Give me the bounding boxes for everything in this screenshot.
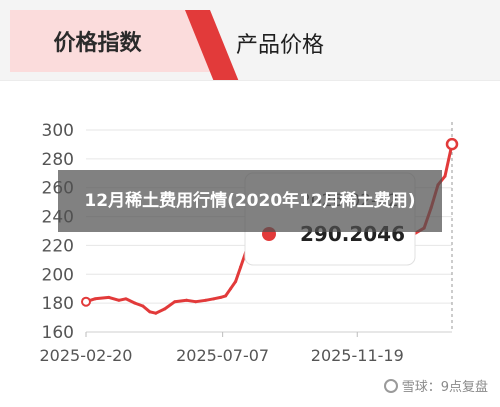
watermark-text: 雪球：9点复盘 <box>401 380 488 395</box>
data-point <box>224 294 228 298</box>
data-point <box>229 287 233 291</box>
x-tick-label: 2025-02-20 <box>40 346 133 365</box>
data-point <box>141 304 145 308</box>
data-point <box>204 298 208 302</box>
data-point <box>239 265 243 269</box>
data-point <box>443 174 447 178</box>
data-point <box>234 280 238 283</box>
y-tick-label: 160 <box>42 323 74 343</box>
data-point <box>133 301 137 305</box>
y-tick-label: 280 <box>42 150 74 170</box>
data-point <box>163 307 167 311</box>
data-point <box>212 297 216 301</box>
end-point-marker <box>445 137 459 151</box>
x-tick-label: 2025-11-19 <box>311 346 404 365</box>
data-point <box>219 295 223 299</box>
tab-bar: 价格指数 产品价格 <box>0 0 500 81</box>
data-point <box>154 311 158 315</box>
data-point <box>148 310 152 314</box>
x-tick-label: 2025-07-07 <box>176 346 269 365</box>
tab-product-price[interactable]: 产品价格 <box>236 33 325 58</box>
data-point <box>194 300 198 304</box>
y-tick-label: 220 <box>42 236 74 256</box>
snowball-icon <box>383 378 398 393</box>
y-tick-label: 300 <box>42 121 74 141</box>
data-point <box>173 300 177 304</box>
tab-price-index-label: 价格指数 <box>53 31 142 56</box>
overlay-banner-text: 12月稀土费用行情(2020年12月稀土费用) <box>84 191 416 211</box>
data-point <box>185 298 189 302</box>
y-tick-label: 200 <box>42 265 74 285</box>
price-chart-svg: 1601802002202402602803002025-02-202025-0… <box>40 121 459 365</box>
watermark: 雪球：9点复盘 <box>383 376 488 395</box>
start-point-marker <box>81 296 91 307</box>
data-point <box>93 297 97 301</box>
overlay-banner: 12月稀土费用行情(2020年12月稀土费用) <box>58 170 442 232</box>
data-point <box>107 295 111 299</box>
data-point <box>117 298 121 302</box>
tab-price-index[interactable]: 价格指数 <box>10 10 215 72</box>
y-tick-label: 180 <box>42 294 74 314</box>
data-point <box>124 297 128 301</box>
price-chart: 1601802002202402602803002025-02-202025-0… <box>0 80 500 403</box>
